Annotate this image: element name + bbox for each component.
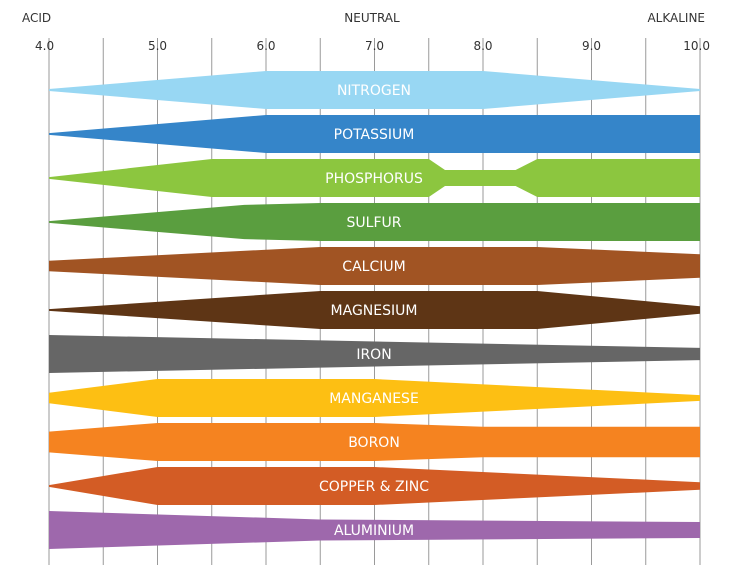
band-manganese [49, 379, 700, 417]
band-label: MAGNESIUM [331, 303, 418, 319]
x-tick-label: 8.0 [473, 39, 492, 53]
x-tick-label: 6.0 [256, 39, 275, 53]
nutrient-labels: NITROGEN POTASSIUM PHOSPHORUS SULFUR CALCIUM… [319, 83, 429, 539]
band-label: NITROGEN [337, 83, 411, 99]
header-acid-label: ACID [22, 11, 51, 25]
header-alkaline-label: ALKALINE [647, 11, 705, 25]
band-aluminium [49, 511, 700, 549]
x-tick-label: 5.0 [148, 39, 167, 53]
x-tick-label: 9.0 [582, 39, 601, 53]
band-calcium [49, 247, 700, 285]
band-nitrogen [49, 71, 700, 109]
x-tick-label: 10.0 [683, 39, 710, 53]
band-phosphorus [49, 159, 700, 197]
band-label: IRON [356, 347, 391, 363]
band-boron [49, 423, 700, 461]
band-label: BORON [348, 435, 400, 451]
band-iron [49, 335, 700, 373]
band-label: ALUMINIUM [334, 523, 414, 539]
x-tick-label: 7.0 [365, 39, 384, 53]
band-label: COPPER & ZINC [319, 479, 429, 495]
band-magnesium [49, 291, 700, 329]
band-copper-zinc [49, 467, 700, 505]
header-neutral-label: NEUTRAL [344, 11, 400, 25]
band-sulfur [49, 203, 700, 241]
band-label: SULFUR [347, 215, 402, 231]
band-label: CALCIUM [342, 259, 405, 275]
band-label: PHOSPHORUS [325, 171, 423, 187]
band-label: POTASSIUM [334, 127, 415, 143]
band-label: MANGANESE [329, 391, 419, 407]
x-tick-labels: 4.0 5.0 6.0 7.0 8.0 9.0 10.0 [35, 39, 710, 53]
band-potassium [49, 115, 700, 153]
x-tick-label: 4.0 [35, 39, 54, 53]
nutrient-bands [49, 71, 700, 549]
